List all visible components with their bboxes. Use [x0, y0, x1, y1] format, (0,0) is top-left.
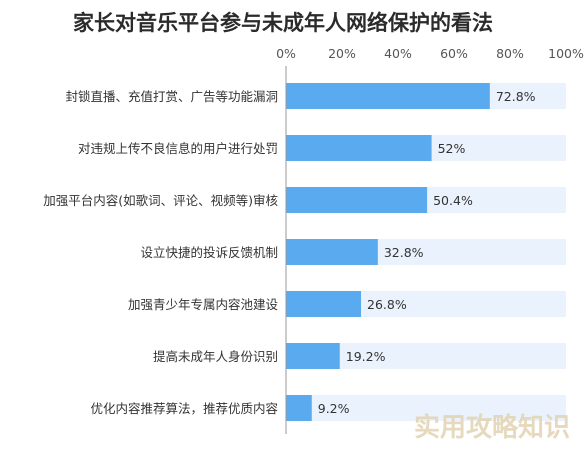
bar — [286, 291, 361, 317]
x-tick-label: 60% — [440, 46, 468, 61]
category-label: 封锁直播、充值打赏、广告等功能漏洞 — [65, 89, 278, 104]
category-label: 加强平台内容(如歌词、评论、视频等)审核 — [43, 193, 278, 208]
category-label: 对违规上传不良信息的用户进行处罚 — [78, 141, 278, 156]
bar — [286, 83, 490, 109]
category-label: 优化内容推荐算法，推荐优质内容 — [90, 401, 278, 416]
category-label: 设立快捷的投诉反馈机制 — [140, 245, 278, 260]
bar-value-label: 72.8% — [496, 89, 536, 104]
x-tick-label: 40% — [384, 46, 412, 61]
bar — [286, 135, 432, 161]
x-tick-label: 0% — [276, 46, 296, 61]
bar-value-label: 32.8% — [384, 245, 424, 260]
category-label: 加强青少年专属内容池建设 — [128, 297, 279, 312]
chart-title: 家长对音乐平台参与未成年人网络保护的看法 — [73, 11, 493, 35]
x-tick-label: 100% — [548, 46, 584, 61]
bar — [286, 187, 427, 213]
bar-value-label: 19.2% — [346, 349, 386, 364]
category-label: 提高未成年人身份识别 — [153, 349, 278, 364]
x-axis-ticks: 0% 20% 40% 60% 80% 100% — [276, 46, 584, 61]
x-tick-label: 20% — [328, 46, 356, 61]
bar-value-label: 52% — [438, 141, 466, 156]
bar — [286, 239, 378, 265]
bar-value-label: 50.4% — [433, 193, 473, 208]
bar — [286, 343, 340, 369]
bar — [286, 395, 312, 421]
bar-value-label: 26.8% — [367, 297, 407, 312]
bar-value-label: 9.2% — [318, 401, 350, 416]
bars: 72.8% 封锁直播、充值打赏、广告等功能漏洞 52% 对违规上传不良信息的用户进行处… — [43, 83, 566, 421]
x-tick-label: 80% — [496, 46, 524, 61]
watermark: 实用攻略知识 — [414, 412, 570, 443]
